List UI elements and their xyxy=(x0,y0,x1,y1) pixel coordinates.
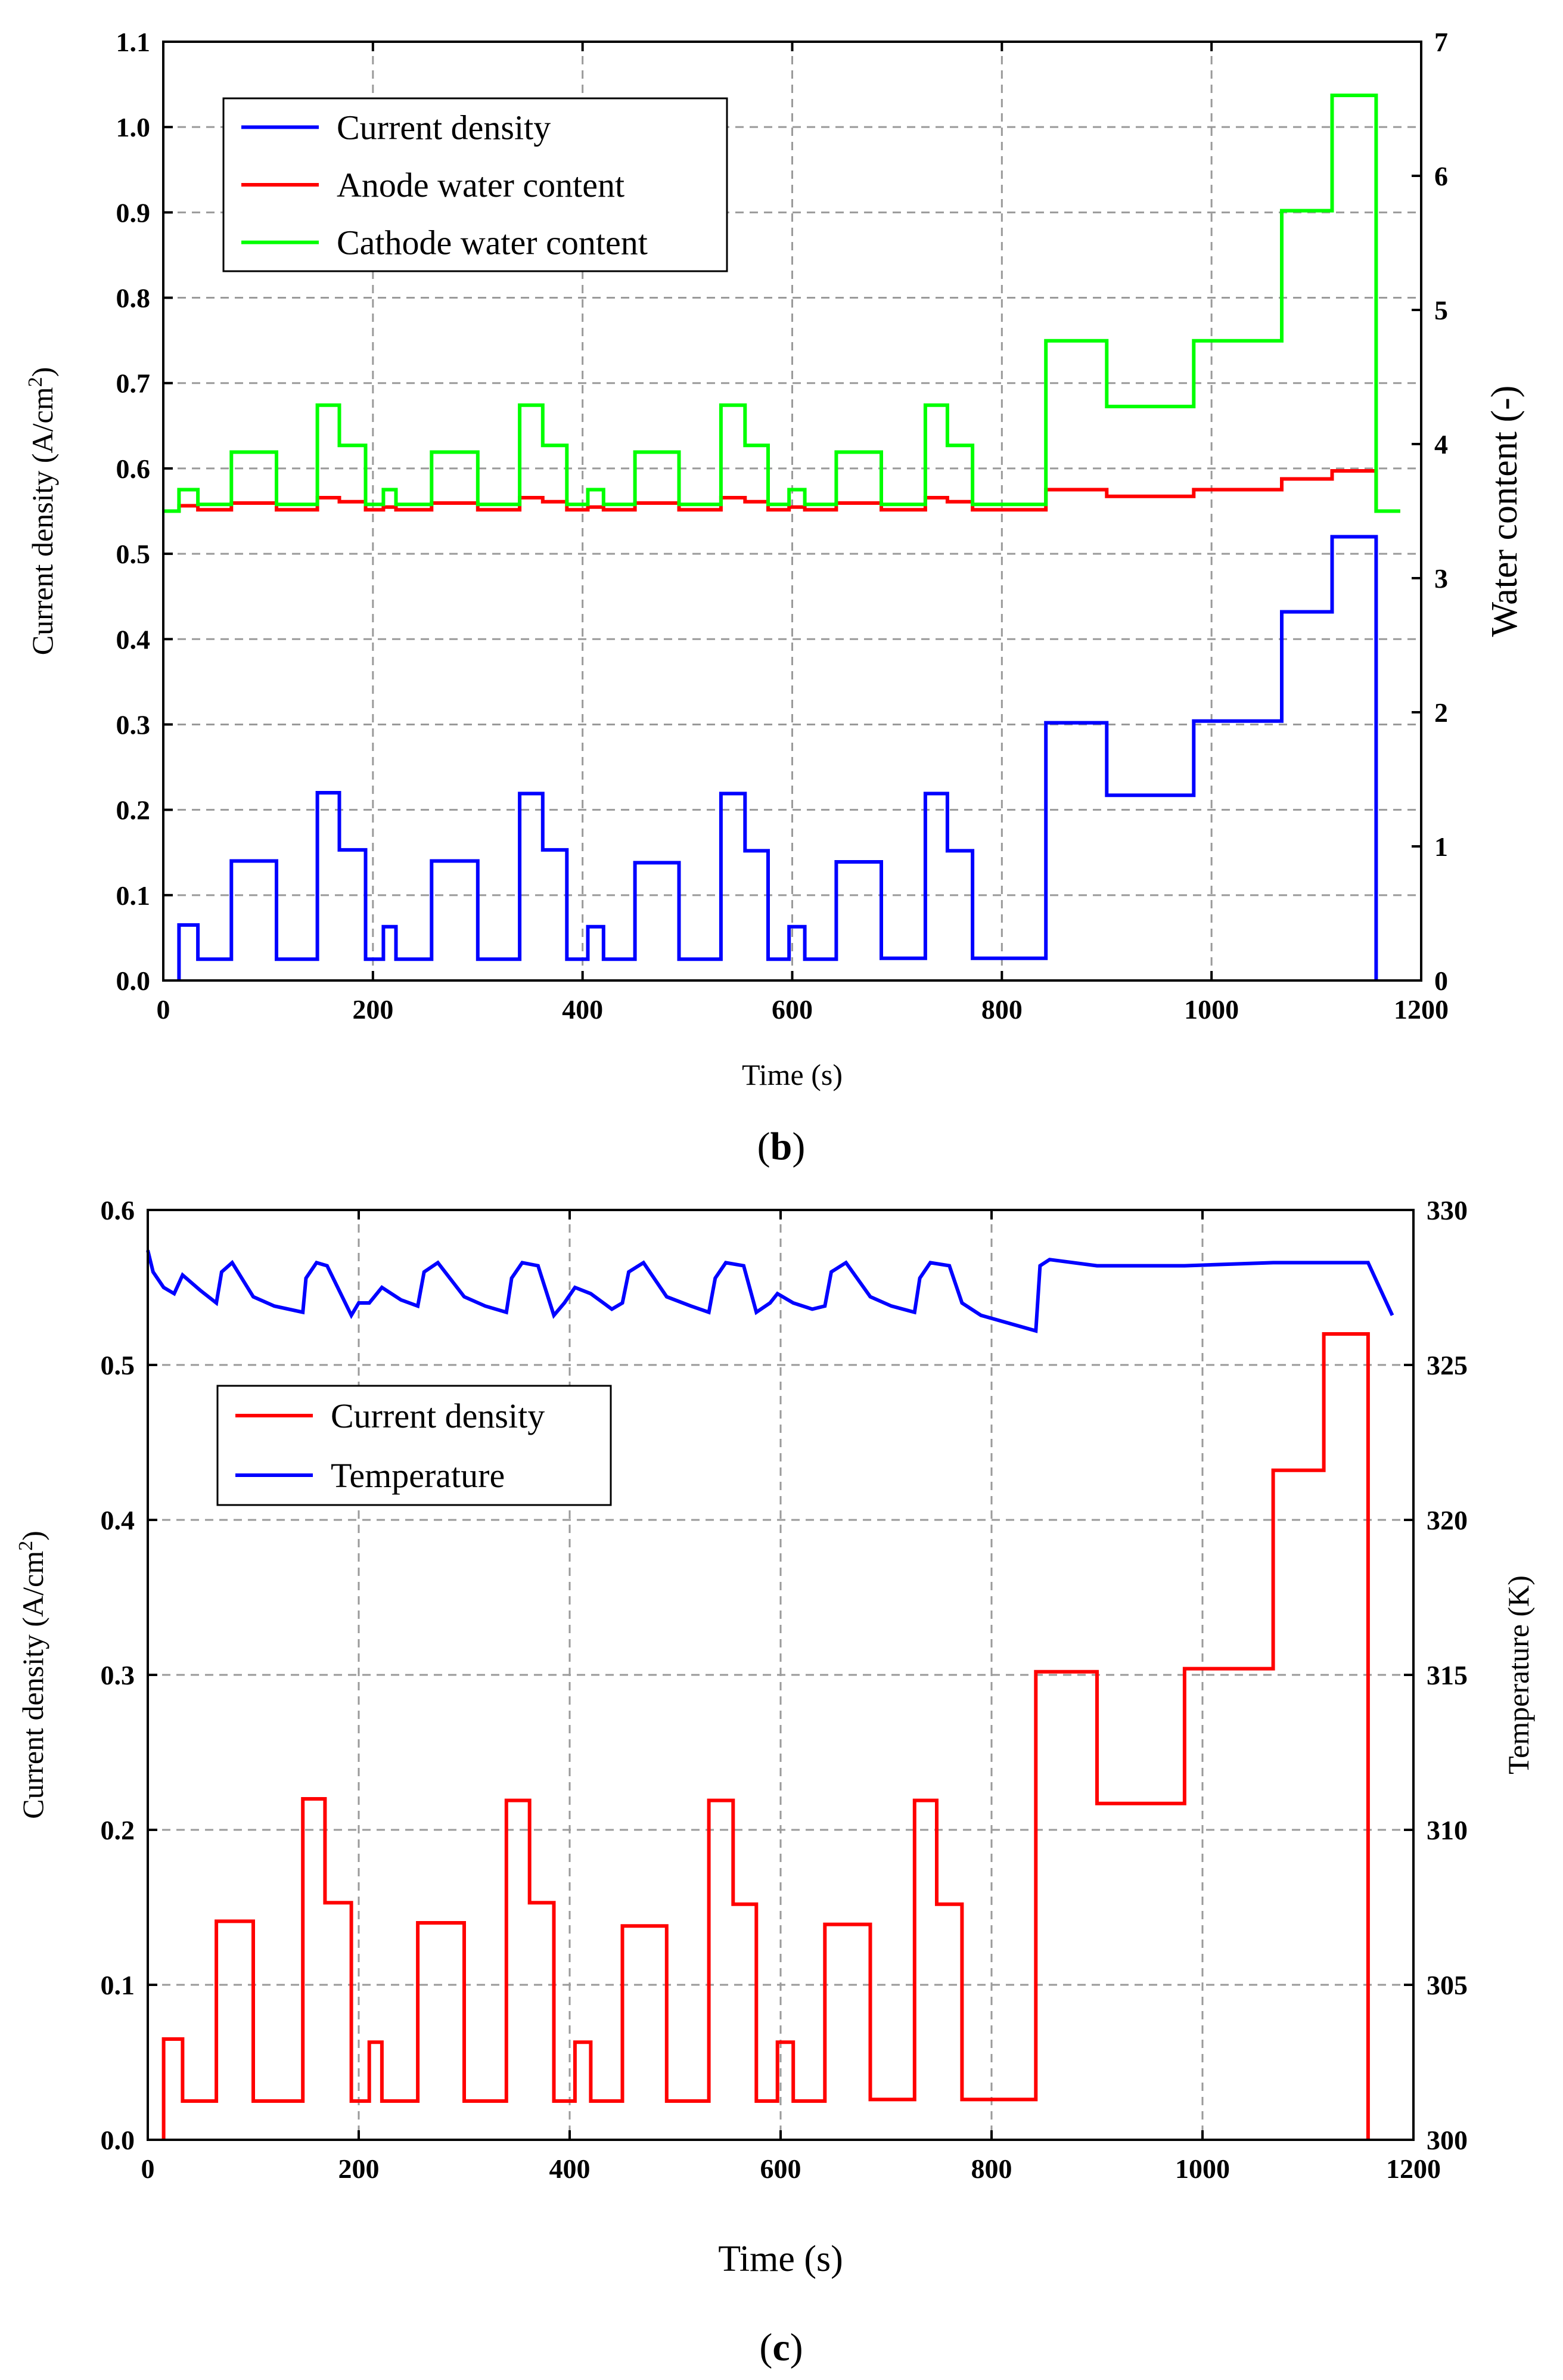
chart-panel-c: 0 200 400 600 800 1000 12000.00.10.20.30.40.50… xyxy=(15,1195,1535,2369)
series-cathode-water-content xyxy=(163,94,1400,513)
gridlines xyxy=(148,1210,1413,2140)
x-axis: 0 200 400 600 800 1000 1200 xyxy=(141,1210,1441,2184)
panel-caption: (c) xyxy=(759,2326,803,2369)
y-tick-label: 0.5 xyxy=(116,539,151,569)
y-axis-right: 300 305 310 315 320 325 330 xyxy=(1404,1195,1468,2155)
y-tick-label: 0.2 xyxy=(101,1815,135,1845)
x-tick-label: 1200 xyxy=(1394,994,1449,1025)
y2-tick-label: 2 xyxy=(1434,697,1448,728)
series-current-density xyxy=(177,535,1378,980)
legend-label: Current density xyxy=(331,1397,545,1435)
x-tick-label: 400 xyxy=(549,2154,591,2184)
y-tick-label: 0.1 xyxy=(116,880,151,911)
y2-tick-label: 315 xyxy=(1427,1660,1468,1690)
x-axis-label: Time (s) xyxy=(742,1058,843,1091)
y-tick-label: 0.5 xyxy=(101,1350,135,1380)
y2-tick-label: 320 xyxy=(1427,1505,1468,1535)
y-tick-label: 0.1 xyxy=(101,1970,135,2000)
y-tick-label: 0.4 xyxy=(101,1505,135,1535)
x-axis: 0 200 400 600 800 1000 1200 xyxy=(157,42,1449,1025)
legend-box xyxy=(216,1385,612,1506)
y-tick-label: 0.3 xyxy=(101,1660,135,1690)
y-axis-label: Current density (A/cm2) xyxy=(24,367,59,656)
legend: Current density Temperature xyxy=(216,1385,612,1506)
x-tick-label: 400 xyxy=(562,994,603,1025)
y2-tick-label: 310 xyxy=(1427,1815,1468,1845)
y2-tick-label: 305 xyxy=(1427,1970,1468,2000)
y-axis-left: 0.0 0.1 0.2 0.3 0.4 0.5 0.6 0.7 0.8 0.9 1.0 1.1 xyxy=(116,27,173,996)
series-temperature xyxy=(146,1249,1394,1333)
x-axis-label: Time (s) xyxy=(718,2239,843,2279)
y-tick-label: 0.0 xyxy=(116,966,151,996)
x-tick-label: 1000 xyxy=(1175,2154,1230,2184)
x-tick-label: 1200 xyxy=(1386,2154,1441,2184)
x-tick-label: 800 xyxy=(981,994,1023,1025)
x-tick-label: 0 xyxy=(157,994,170,1025)
series-current-density xyxy=(161,1332,1370,2140)
y2-tick-label: 330 xyxy=(1427,1195,1468,1225)
y2-tick-label: 0 xyxy=(1434,966,1448,996)
y2-tick-label: 5 xyxy=(1434,295,1448,325)
y-tick-label: 0.8 xyxy=(116,283,151,314)
y-tick-label: 0.7 xyxy=(116,368,151,399)
legend-label: Current density xyxy=(337,108,551,147)
y-tick-label: 1.1 xyxy=(116,27,151,57)
y2-tick-label: 3 xyxy=(1434,563,1448,594)
legend: Current density Anode water content Cathod… xyxy=(222,97,728,272)
y-tick-label: 1.0 xyxy=(116,112,151,142)
y2-axis-label: Temperature (K) xyxy=(1502,1575,1535,1774)
x-tick-label: 800 xyxy=(971,2154,1012,2184)
y2-tick-label: 7 xyxy=(1434,27,1448,57)
y-axis-right: 0 1 2 3 4 5 6 7 xyxy=(1412,27,1448,996)
y-tick-label: 0.3 xyxy=(116,709,151,740)
chart-panel-b: 0 200 400 600 800 1000 12000.00.10.20.30.40.50… xyxy=(24,27,1525,1168)
y2-tick-label: 300 xyxy=(1427,2125,1468,2155)
y2-axis-label: Water content (-) xyxy=(1484,386,1525,637)
x-tick-label: 200 xyxy=(352,994,393,1025)
x-tick-label: 600 xyxy=(760,2154,801,2184)
x-tick-label: 0 xyxy=(141,2154,155,2184)
y2-tick-label: 6 xyxy=(1434,161,1448,191)
x-tick-label: 1000 xyxy=(1184,994,1239,1025)
y-tick-label: 0.6 xyxy=(116,454,151,484)
legend-label: Temperature xyxy=(331,1456,505,1495)
y-tick-label: 0.2 xyxy=(116,795,151,826)
y2-tick-label: 325 xyxy=(1427,1350,1468,1380)
y-tick-label: 0.6 xyxy=(101,1195,135,1225)
y2-tick-label: 1 xyxy=(1434,831,1448,862)
x-tick-label: 200 xyxy=(338,2154,380,2184)
y-tick-label: 0.4 xyxy=(116,624,151,654)
y-tick-label: 0.9 xyxy=(116,197,151,228)
y-axis-left: 0.0 0.1 0.2 0.3 0.4 0.5 0.6 xyxy=(101,1195,157,2155)
panel-caption: (b) xyxy=(757,1125,806,1168)
legend-label: Cathode water content xyxy=(337,224,648,262)
y-tick-label: 0.0 xyxy=(101,2125,135,2155)
gridlines xyxy=(163,42,1421,980)
y2-tick-label: 4 xyxy=(1434,429,1448,460)
x-tick-label: 600 xyxy=(772,994,813,1025)
y-axis-label: Current density (A/cm2) xyxy=(15,1531,49,1819)
legend-label: Anode water content xyxy=(337,166,624,204)
